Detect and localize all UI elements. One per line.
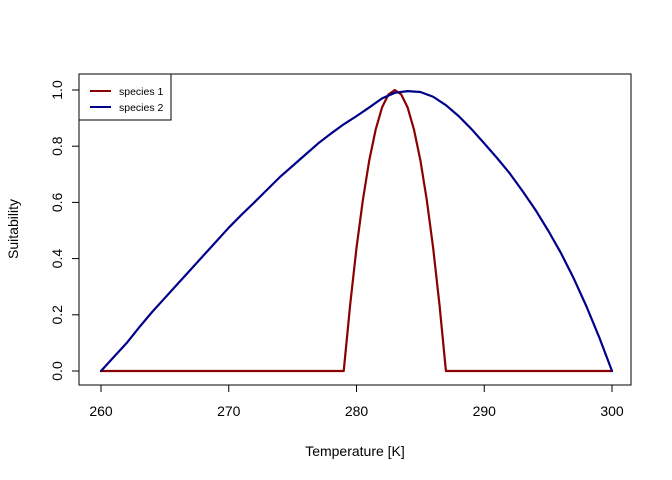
x-axis-label: Temperature [K]	[305, 443, 405, 459]
y-axis-label: Suitability	[5, 199, 21, 259]
x-tick-label: 260	[89, 403, 113, 419]
x-axis: 260 270 280 290 300	[89, 384, 624, 419]
y-tick-label: 0.2	[49, 305, 65, 325]
y-tick-label: 0.6	[49, 192, 65, 212]
legend-label-species-1: species 1	[119, 86, 164, 98]
legend-label-species-2: species 2	[119, 102, 164, 114]
y-tick-label: 1.0	[49, 80, 65, 100]
series-line-species-2	[99, 90, 614, 373]
legend-box	[78, 73, 172, 121]
y-tick-label: 0.0	[49, 361, 65, 381]
series-layer	[99, 88, 614, 373]
x-tick-label: 270	[217, 403, 241, 419]
legend: species 1 species 2	[78, 73, 172, 121]
y-tick-label: 0.8	[49, 136, 65, 156]
y-tick-label: 0.4	[49, 249, 65, 269]
x-tick-label: 300	[600, 403, 624, 419]
y-axis: 0.0 0.2 0.4 0.6 0.8 1.0	[49, 80, 80, 381]
x-tick-label: 280	[345, 403, 369, 419]
series-line-species-1	[99, 88, 614, 373]
x-tick-label: 290	[473, 403, 497, 419]
